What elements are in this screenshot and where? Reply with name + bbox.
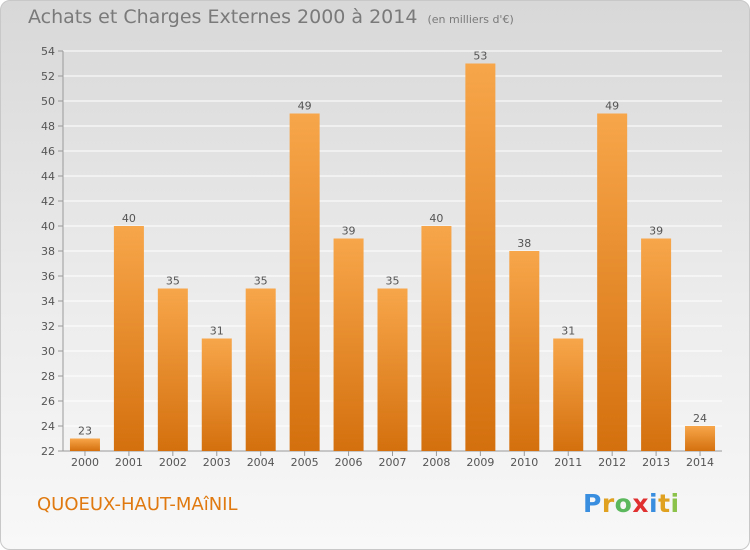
x-axis: 2000 2001 2002 2003 2004 2005 2006 2007 2008 2009…	[71, 451, 714, 469]
y-tick-label: 50	[41, 95, 55, 108]
x-tick-label: 2004	[247, 456, 275, 469]
data-label: 39	[649, 225, 663, 238]
bar	[641, 238, 672, 451]
x-tick-label: 2005	[291, 456, 319, 469]
proxiti-logo: Proxiti	[583, 489, 680, 518]
data-label: 31	[561, 325, 575, 338]
x-tick-label: 2008	[422, 456, 450, 469]
y-tick-label: 22	[41, 445, 55, 458]
data-label: 23	[78, 425, 92, 438]
y-tick-label: 26	[41, 395, 55, 408]
data-label: 49	[605, 100, 619, 113]
data-label: 53	[473, 50, 487, 63]
y-tick-label: 28	[41, 370, 55, 383]
bar	[333, 238, 364, 451]
bar	[113, 226, 144, 451]
data-label: 40	[122, 212, 136, 225]
bar	[509, 251, 540, 451]
bar	[553, 338, 584, 451]
x-tick-label: 2009	[466, 456, 494, 469]
y-tick-label: 44	[41, 170, 55, 183]
x-tick-label: 2014	[686, 456, 714, 469]
data-label: 40	[429, 212, 443, 225]
data-label: 49	[298, 100, 312, 113]
data-label: 39	[342, 225, 356, 238]
bar-chart: 22 24 26 28 30 32 34 36 38 40 42 44 46 48 50 52 54 23 40 3…	[41, 45, 722, 469]
y-tick-label: 36	[41, 270, 55, 283]
y-tick-label: 54	[41, 45, 55, 58]
bar	[377, 288, 408, 451]
data-label: 24	[693, 412, 707, 425]
bar	[157, 288, 188, 451]
data-label: 35	[386, 275, 400, 288]
bar	[421, 226, 452, 451]
y-tick-label: 52	[41, 70, 55, 83]
y-tick-label: 38	[41, 245, 55, 258]
bar	[685, 426, 716, 451]
x-tick-label: 2010	[510, 456, 538, 469]
data-label: 38	[517, 237, 531, 250]
title-row: Achats et Charges Externes 2000 à 2014 (e…	[28, 6, 514, 28]
chart-title: Achats et Charges Externes 2000 à 2014	[28, 6, 418, 28]
bar	[201, 338, 232, 451]
x-tick-label: 2011	[554, 456, 582, 469]
bar	[245, 288, 276, 451]
bar	[597, 113, 628, 451]
y-tick-label: 24	[41, 420, 55, 433]
x-tick-label: 2012	[598, 456, 626, 469]
x-tick-label: 2003	[203, 456, 231, 469]
chart-unit: (en milliers d'€)	[427, 13, 514, 26]
place-name: QUOEUX-HAUT-MAîNIL	[37, 494, 238, 515]
y-tick-label: 48	[41, 120, 55, 133]
data-label: 31	[210, 325, 224, 338]
bar	[289, 113, 320, 451]
bar	[69, 438, 100, 451]
x-tick-label: 2007	[379, 456, 407, 469]
y-tick-label: 40	[41, 220, 55, 233]
x-tick-label: 2001	[115, 456, 143, 469]
x-tick-label: 2000	[71, 456, 99, 469]
bar	[465, 63, 496, 451]
y-tick-label: 46	[41, 145, 55, 158]
data-label: 35	[254, 275, 268, 288]
x-tick-label: 2013	[642, 456, 670, 469]
y-tick-label: 34	[41, 295, 55, 308]
bars: 23 40 35 31 35 49 39 35 40 53 38 31 49 39 24	[69, 50, 716, 451]
y-tick-label: 32	[41, 320, 55, 333]
y-axis: 22 24 26 28 30 32 34 36 38 40 42 44 46 48 50 52 54	[41, 45, 55, 458]
y-tick-label: 30	[41, 345, 55, 358]
y-tick-label: 42	[41, 195, 55, 208]
x-tick-label: 2006	[335, 456, 363, 469]
x-tick-label: 2002	[159, 456, 187, 469]
data-label: 35	[166, 275, 180, 288]
